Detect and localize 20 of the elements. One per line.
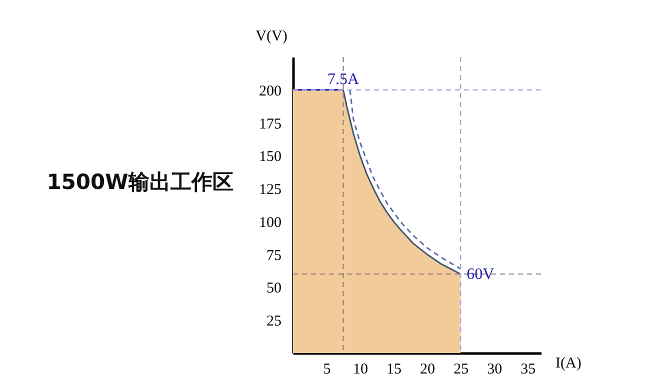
y-tick-label: 100 <box>259 214 282 231</box>
x-tick-label: 20 <box>420 362 436 378</box>
x-axis-title: I(A) <box>556 356 582 372</box>
y-tick-label: 25 <box>266 314 282 330</box>
y-tick-label: 175 <box>259 116 282 132</box>
y-tick-label: 125 <box>259 182 282 198</box>
y-tick-label: 75 <box>266 248 282 264</box>
x-tick-label: 10 <box>353 362 368 378</box>
annotation: 60V <box>466 266 495 284</box>
x-tick-label: 35 <box>520 362 536 378</box>
x-tick-label: 15 <box>386 362 402 378</box>
x-tick-label: 5 <box>323 362 331 378</box>
text: 1500W输出工作区 <box>46 169 234 196</box>
x-tick-label: 30 <box>487 362 502 378</box>
x-tick-label: 25 <box>454 362 469 378</box>
y-axis-title: V(V) <box>256 28 288 44</box>
y-tick-label: 200 <box>259 83 282 100</box>
y-tick-label: 50 <box>266 280 282 297</box>
y-tick-label: 150 <box>259 149 282 166</box>
annotation: 7.5A <box>327 70 360 88</box>
